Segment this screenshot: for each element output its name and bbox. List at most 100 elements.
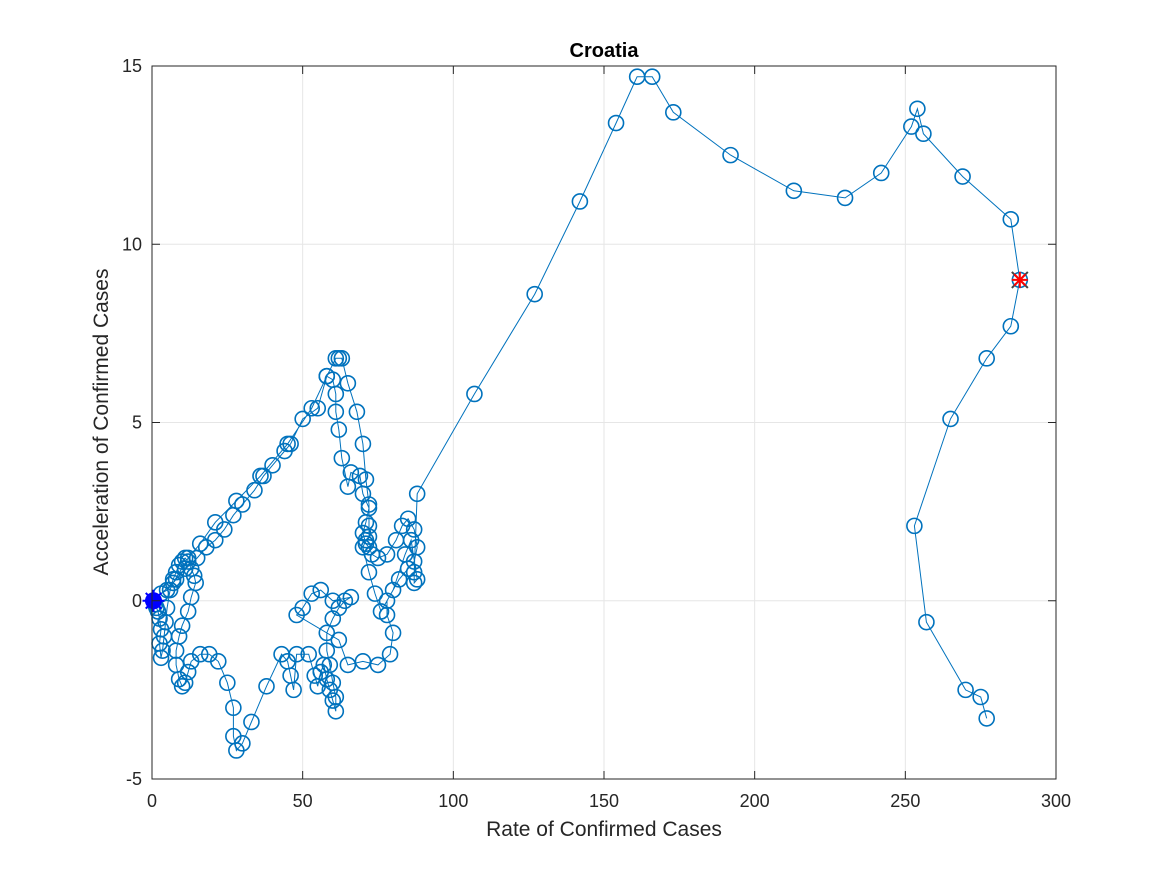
data-point <box>300 645 317 663</box>
data-point <box>152 649 170 667</box>
data-point <box>408 485 426 503</box>
x-tick-label: 100 <box>438 791 468 811</box>
data-point <box>972 688 989 706</box>
data-point <box>836 189 854 207</box>
data-point <box>179 553 197 570</box>
data-point <box>396 546 414 563</box>
data-point <box>164 574 182 592</box>
data-point <box>405 574 423 592</box>
data-point <box>342 588 360 606</box>
data-point <box>191 535 209 553</box>
data-point <box>348 403 366 421</box>
data-point <box>1002 210 1020 228</box>
data-point <box>354 435 372 453</box>
data-point <box>393 517 411 535</box>
data-point <box>324 674 342 692</box>
x-tick-label: 200 <box>740 791 770 811</box>
data-point <box>360 496 378 513</box>
data-point <box>225 699 242 717</box>
data-point <box>405 563 423 581</box>
data-point <box>339 656 357 674</box>
x-tick-label: 50 <box>293 791 313 811</box>
data-point <box>466 385 483 403</box>
data-point <box>408 571 426 588</box>
x-tick-label: 250 <box>890 791 920 811</box>
data-point <box>360 538 378 556</box>
y-tick-label: 15 <box>122 56 142 76</box>
data-point <box>357 471 375 488</box>
data-point <box>354 653 372 670</box>
data-point <box>303 585 321 602</box>
data-point <box>303 399 321 417</box>
data-point <box>607 114 625 132</box>
data-point <box>954 168 971 185</box>
x-tick-label: 300 <box>1041 791 1071 811</box>
y-tick-label: 10 <box>122 234 142 254</box>
data-point <box>339 374 357 392</box>
data-point <box>357 535 375 553</box>
data-point <box>324 692 342 709</box>
data-point <box>288 645 305 663</box>
data-point <box>288 606 305 624</box>
data-point <box>381 645 399 663</box>
data-point <box>339 478 357 495</box>
data-point <box>312 581 330 599</box>
data-point <box>918 613 935 631</box>
data-point <box>330 421 348 438</box>
data-point <box>285 681 302 699</box>
data-point <box>173 617 191 635</box>
data-point <box>354 538 372 556</box>
data-point <box>318 367 336 385</box>
x-tick-label: 150 <box>589 791 619 811</box>
data-point <box>785 182 803 200</box>
y-tick-label: -5 <box>126 769 142 789</box>
data-point <box>906 517 923 535</box>
data-point <box>942 410 959 428</box>
data-point <box>318 624 336 642</box>
data-point <box>333 350 351 367</box>
data-point <box>167 571 185 588</box>
data-point <box>384 624 402 642</box>
data-point <box>309 399 327 417</box>
data-point <box>179 603 197 620</box>
chart-title: Croatia <box>570 40 640 62</box>
end-point-marker <box>1011 271 1028 288</box>
data-point <box>206 514 224 531</box>
data-point <box>179 549 197 567</box>
data-point <box>279 435 296 453</box>
data-point <box>366 585 384 602</box>
data-point <box>357 531 375 549</box>
data-point <box>176 560 194 577</box>
data-point <box>872 164 890 182</box>
data-point <box>384 581 402 599</box>
data-point <box>234 735 251 752</box>
data-point <box>252 467 269 485</box>
data-point <box>909 100 926 118</box>
y-axis-label: Acceleration of Confirmed Cases <box>90 269 113 576</box>
data-point <box>978 350 995 367</box>
data-point <box>526 285 543 303</box>
data-point <box>333 449 351 467</box>
data-point <box>360 499 378 517</box>
data-point <box>324 592 342 610</box>
data-point <box>665 104 682 121</box>
data-point <box>643 68 661 85</box>
data-point <box>327 403 345 421</box>
data-point <box>372 603 390 620</box>
data-point <box>191 645 209 663</box>
data-point <box>246 481 263 499</box>
data-point <box>903 118 920 135</box>
data-point <box>402 531 420 549</box>
x-tick-label: 0 <box>147 791 157 811</box>
data-point <box>228 492 245 510</box>
data-point <box>330 631 348 649</box>
data-point <box>179 663 197 681</box>
data-point <box>176 674 194 692</box>
data-point <box>258 678 275 695</box>
data-point <box>1002 317 1020 335</box>
data-point <box>369 656 387 674</box>
data-point <box>294 410 311 428</box>
data-point <box>915 125 932 143</box>
series-group <box>145 68 1029 759</box>
